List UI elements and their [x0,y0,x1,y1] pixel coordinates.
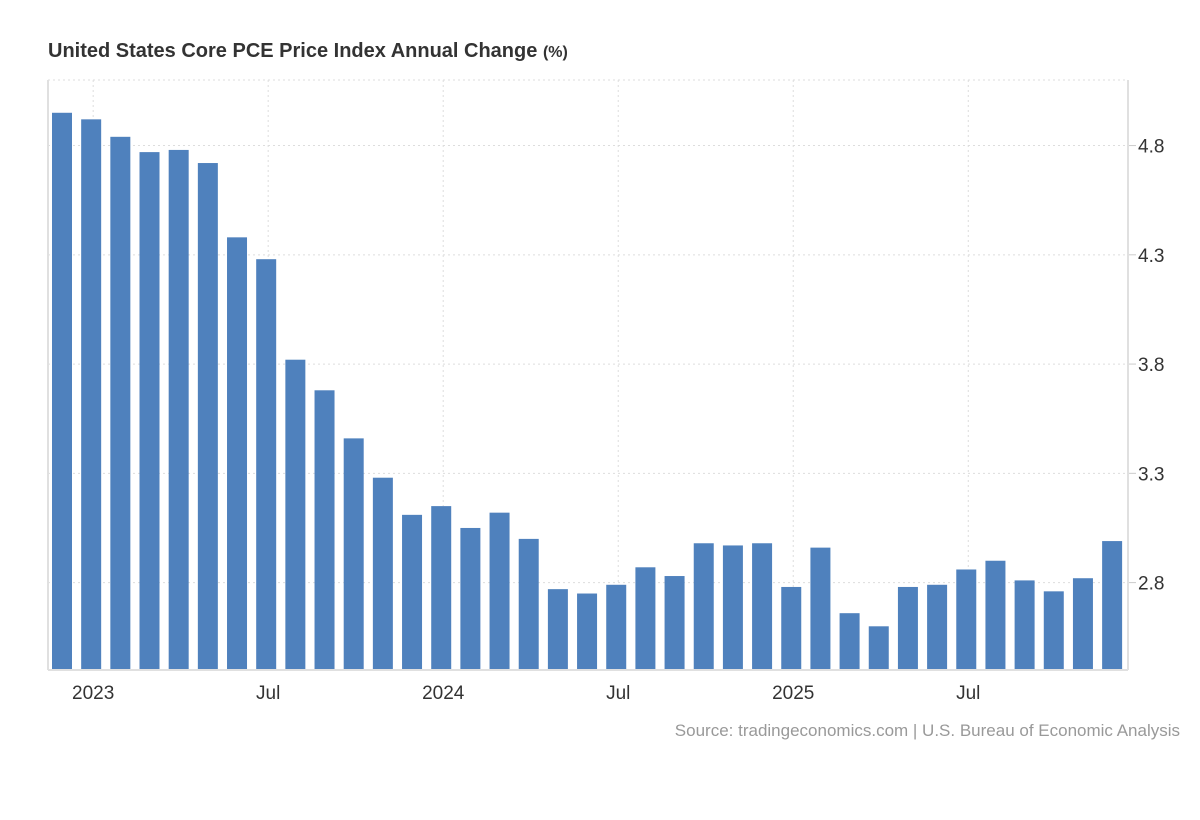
bar-dec-2023 [402,514,423,670]
y-tick-label: 4.8 [1138,137,1164,158]
bar-oct-2024 [693,543,714,670]
bar-nov-2024 [722,545,743,670]
x-tick-label: Jul [606,683,630,704]
bar-jan-2025 [781,586,802,670]
bar-jul-2025 [956,569,977,670]
bar-mar-2023 [139,152,160,671]
bar-jul-2023 [256,259,277,670]
bar-sep-2025 [1014,580,1035,670]
bar-oct-2025 [1043,591,1064,670]
bar-feb-2023 [110,136,131,670]
bar-apr-2023 [168,149,189,671]
bar-dec-2024 [752,543,773,670]
chart-title: United States Core PCE Price Index Annua… [48,40,568,63]
bar-jun-2024 [577,593,598,670]
bar-jun-2025 [927,584,948,670]
y-tick-label: 2.8 [1138,574,1164,595]
bar-dec-2025 [1102,541,1123,670]
x-tick-label: 2024 [422,683,465,704]
bar-may-2025 [897,586,918,670]
y-tick-label: 3.8 [1138,355,1164,376]
bar-mar-2025 [839,613,860,670]
bar-mar-2024 [489,512,510,670]
y-tick-label: 3.3 [1138,464,1164,485]
title-unit: (%) [542,44,568,61]
x-tick-label: Jul [256,683,280,704]
bar-jan-2024 [431,506,452,670]
bar-aug-2023 [285,359,306,670]
bar-jul-2024 [606,584,627,670]
x-tick-label: Jul [956,683,980,704]
source-note: Source: tradingeconomics.com | U.S. Bure… [674,721,1180,740]
bar-aug-2024 [635,567,656,670]
bar-apr-2024 [518,538,539,670]
bar-apr-2025 [868,626,889,670]
x-tick-label: 2023 [72,683,114,704]
bar-sep-2024 [664,576,685,670]
bar-may-2023 [197,163,218,670]
bar-dec-2022 [52,112,72,671]
bar-may-2024 [547,589,568,670]
bar-feb-2024 [460,527,481,670]
bar-sep-2023 [314,390,335,670]
bar-jan-2023 [81,119,102,671]
y-tick-label: 4.3 [1138,246,1164,267]
title-text: United States Core PCE Price Index Annua… [48,40,538,62]
x-tick-label: 2025 [772,683,814,704]
bar-jun-2023 [227,237,248,671]
bar-chart: 2.8 3.3 3.8 4.3 4.8 2023 Jul 2024 Jul 2025 Jul [47,79,1164,704]
bar-nov-2023 [372,477,393,670]
bar-oct-2023 [343,438,364,670]
bar-aug-2025 [985,560,1006,670]
bar-nov-2025 [1072,578,1093,670]
bar-feb-2025 [810,547,831,670]
